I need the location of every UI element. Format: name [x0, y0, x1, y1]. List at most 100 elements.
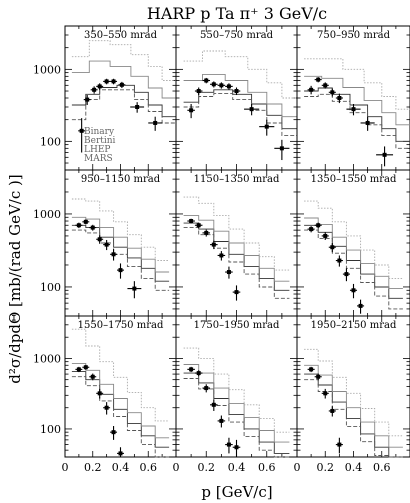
- data-marker: [211, 82, 216, 87]
- data-marker: [351, 107, 356, 112]
- data-point: [342, 268, 350, 282]
- data-marker: [219, 83, 224, 88]
- data-point: [202, 384, 211, 393]
- x-tick-label: 0.6: [373, 461, 391, 474]
- data-point: [127, 281, 142, 299]
- model-histogram: [71, 84, 176, 118]
- panel-angle-label: 1350–1550 mrad: [311, 174, 397, 185]
- panel-frame: [64, 169, 177, 317]
- data-marker: [249, 107, 254, 112]
- data-marker: [119, 82, 124, 87]
- data-marker: [79, 128, 84, 133]
- data-marker: [351, 288, 356, 293]
- model-histogram: [183, 347, 290, 433]
- model-histogram: [71, 198, 170, 261]
- data-point: [83, 95, 91, 105]
- data-point: [117, 263, 124, 279]
- data-point: [96, 83, 104, 90]
- data-point: [217, 251, 226, 261]
- data-point: [232, 285, 241, 301]
- panel-frame: [175, 315, 298, 458]
- data-point: [328, 243, 336, 253]
- data-point: [90, 86, 98, 94]
- data-marker: [226, 442, 231, 447]
- panel-angle-label: 1150–1350 mrad: [194, 174, 280, 185]
- data-marker: [323, 233, 328, 238]
- panel-angle-label: 1750–1950 mrad: [194, 320, 280, 331]
- y-tick-label: 100: [40, 423, 61, 436]
- data-point: [346, 104, 361, 116]
- data-point: [314, 222, 322, 229]
- y-tick-label: 100: [40, 281, 61, 294]
- data-marker: [219, 418, 224, 423]
- x-tick-label: 0.2: [198, 461, 216, 474]
- y-tick-label: 100: [40, 135, 61, 148]
- panel: 1150–1350 mrad: [175, 169, 298, 317]
- model-histogram: [183, 227, 290, 299]
- data-point: [187, 218, 195, 224]
- model-histogram: [304, 379, 403, 458]
- panel: 1750–1950 mrad 0 0.2 0.4 0.6: [173, 315, 298, 474]
- model-histogram: [304, 373, 403, 458]
- data-point: [110, 426, 118, 440]
- data-point: [328, 88, 336, 97]
- legend-entry: Binary: [84, 127, 115, 137]
- data-point: [210, 399, 218, 411]
- data-point: [244, 104, 260, 116]
- model-histogram: [71, 229, 170, 291]
- data-marker: [85, 97, 90, 102]
- data-marker: [330, 245, 335, 250]
- data-marker: [234, 445, 239, 450]
- data-point: [225, 83, 233, 90]
- data-marker: [211, 402, 216, 407]
- data-point: [202, 77, 211, 84]
- data-marker: [204, 230, 209, 235]
- panel-angle-label: 350–550 mrad: [84, 30, 158, 41]
- model-histogram: [71, 216, 170, 273]
- data-marker: [196, 371, 201, 376]
- data-point: [314, 77, 322, 83]
- x-tick-label: 0.6: [258, 461, 276, 474]
- data-point: [78, 118, 86, 153]
- data-point: [96, 235, 104, 244]
- data-point: [376, 146, 394, 167]
- legend-entry: LHEP: [84, 145, 110, 155]
- data-point: [130, 102, 145, 113]
- y-tick-label: 1000: [33, 352, 61, 365]
- data-marker: [358, 303, 363, 308]
- model-histogram: [304, 87, 410, 142]
- data-marker: [226, 84, 231, 89]
- data-point: [202, 229, 211, 237]
- data-point: [103, 239, 111, 251]
- data-point: [118, 81, 126, 89]
- model-histogram: [71, 362, 170, 439]
- x-tick-label: 0.4: [345, 461, 363, 474]
- model-histogram: [304, 224, 403, 299]
- data-marker: [323, 391, 328, 396]
- data-marker: [189, 219, 194, 224]
- y-tick-label: 1000: [33, 208, 61, 221]
- panel: 1950–2150 mrad 0 0.2 0.4 0.6: [294, 315, 410, 474]
- data-marker: [104, 242, 109, 247]
- data-marker: [219, 253, 224, 258]
- model-histogram: [183, 215, 290, 282]
- model-histogram: [183, 222, 290, 291]
- data-marker: [92, 87, 97, 92]
- data-marker: [189, 367, 194, 372]
- data-point: [328, 406, 336, 417]
- data-marker: [83, 219, 88, 224]
- data-marker: [132, 286, 137, 291]
- data-point: [89, 373, 97, 381]
- model-histogram: [71, 40, 176, 81]
- model-histogram: [71, 376, 170, 458]
- data-point: [194, 87, 203, 96]
- data-marker: [309, 227, 314, 232]
- data-point: [307, 85, 315, 95]
- data-marker: [323, 83, 328, 88]
- data-marker: [104, 79, 109, 84]
- model-histogram: [304, 229, 403, 310]
- data-point: [217, 82, 226, 89]
- model-histogram: [71, 328, 170, 422]
- data-point: [110, 78, 118, 85]
